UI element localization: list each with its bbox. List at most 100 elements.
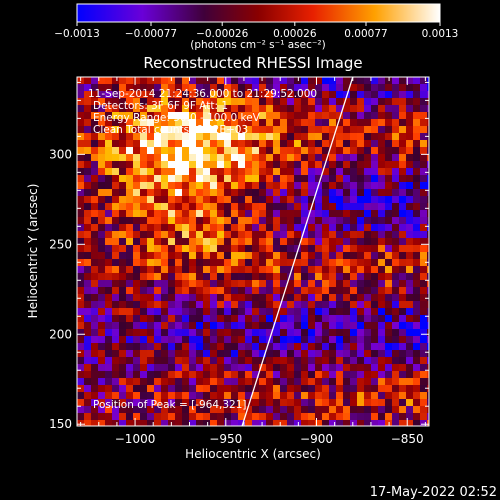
heatmap-cell (287, 231, 294, 238)
heatmap-cell (217, 343, 224, 350)
heatmap-cell (119, 259, 126, 266)
heatmap-cell (357, 168, 364, 175)
heatmap-cell (224, 210, 231, 217)
heatmap-cell (182, 119, 189, 126)
heatmap-cell (238, 175, 245, 182)
heatmap-cell (399, 126, 406, 133)
heatmap-cell (308, 336, 315, 343)
heatmap-cell (140, 259, 147, 266)
heatmap-cell (336, 378, 343, 385)
heatmap-cell (280, 280, 287, 287)
heatmap-cell (161, 210, 168, 217)
heatmap-cell (413, 112, 420, 119)
heatmap-cell (343, 420, 350, 426)
heatmap-cell (329, 392, 336, 399)
heatmap-cell (301, 91, 308, 98)
heatmap-cell (399, 196, 406, 203)
heatmap-cell (385, 231, 392, 238)
heatmap-cell (385, 273, 392, 280)
y-axis-label: Heliocentric Y (arcsec) (26, 184, 40, 319)
heatmap-cell (217, 133, 224, 140)
heatmap-cell (413, 161, 420, 168)
heatmap-cell (336, 329, 343, 336)
heatmap-cell (280, 140, 287, 147)
heatmap-cell (301, 287, 308, 294)
heatmap-cell (196, 175, 203, 182)
heatmap-cell (392, 301, 399, 308)
heatmap-cell (98, 147, 105, 154)
heatmap-cell (273, 119, 280, 126)
heatmap-cell (224, 308, 231, 315)
heatmap-cell (147, 154, 154, 161)
heatmap-cell (91, 147, 98, 154)
heatmap-cell (175, 91, 182, 98)
heatmap-cell (91, 168, 98, 175)
heatmap-cell (294, 133, 301, 140)
heatmap-cell (182, 266, 189, 273)
heatmap-cell (112, 322, 119, 329)
heatmap-cell (364, 385, 371, 392)
heatmap-cell (231, 98, 238, 105)
heatmap-cell (203, 301, 210, 308)
heatmap-cell (273, 350, 280, 357)
heatmap-cell (147, 252, 154, 259)
heatmap-cell (322, 329, 329, 336)
heatmap-cell (119, 175, 126, 182)
heatmap-cell (203, 364, 210, 371)
heatmap-cell (252, 420, 259, 426)
heatmap-cell (168, 231, 175, 238)
heatmap-cell (301, 315, 308, 322)
heatmap-cell (112, 140, 119, 147)
heatmap-cell (231, 196, 238, 203)
heatmap-cell (378, 420, 385, 426)
heatmap-cell (161, 182, 168, 189)
heatmap-cell (154, 140, 161, 147)
heatmap-cell (91, 182, 98, 189)
heatmap-cell (315, 231, 322, 238)
heatmap-cell (245, 294, 252, 301)
heatmap-cell (385, 308, 392, 315)
heatmap-cell (196, 294, 203, 301)
heatmap-cell (231, 315, 238, 322)
heatmap-cell (196, 259, 203, 266)
heatmap-cell (385, 357, 392, 364)
heatmap-cell (105, 119, 112, 126)
heatmap-cell (77, 308, 84, 315)
heatmap-cell (364, 126, 371, 133)
heatmap-cell (280, 119, 287, 126)
heatmap-cell (245, 84, 252, 91)
heatmap-cell (189, 105, 196, 112)
heatmap-cell (406, 420, 413, 426)
heatmap-cell (357, 245, 364, 252)
heatmap-cell (427, 252, 429, 259)
heatmap-cell (343, 217, 350, 224)
heatmap-cell (406, 140, 413, 147)
heatmap-cell (315, 385, 322, 392)
heatmap-cell (182, 357, 189, 364)
heatmap-cell (224, 252, 231, 259)
heatmap-cell (413, 175, 420, 182)
heatmap-cell (91, 238, 98, 245)
heatmap-cell (336, 203, 343, 210)
heatmap-cell (196, 399, 203, 406)
heatmap-cell (385, 140, 392, 147)
heatmap-cell (126, 280, 133, 287)
heatmap-cell (350, 259, 357, 266)
heatmap-cell (189, 154, 196, 161)
heatmap-cell (273, 371, 280, 378)
heatmap-cell (329, 224, 336, 231)
heatmap-cell (294, 378, 301, 385)
heatmap-cell (280, 105, 287, 112)
heatmap-cell (126, 413, 133, 420)
heatmap-cell (238, 77, 245, 84)
heatmap-cell (273, 259, 280, 266)
heatmap-cell (308, 273, 315, 280)
heatmap-cell (420, 231, 427, 238)
heatmap-cell (203, 245, 210, 252)
heatmap-cell (119, 161, 126, 168)
heatmap-cell (315, 133, 322, 140)
heatmap-cell (210, 91, 217, 98)
heatmap-cell (301, 112, 308, 119)
heatmap-cell (189, 273, 196, 280)
colorbar-ticks: −0.0013 −0.00077 −0.00026 0.00026 0.00077 0.0… (54, 22, 458, 40)
